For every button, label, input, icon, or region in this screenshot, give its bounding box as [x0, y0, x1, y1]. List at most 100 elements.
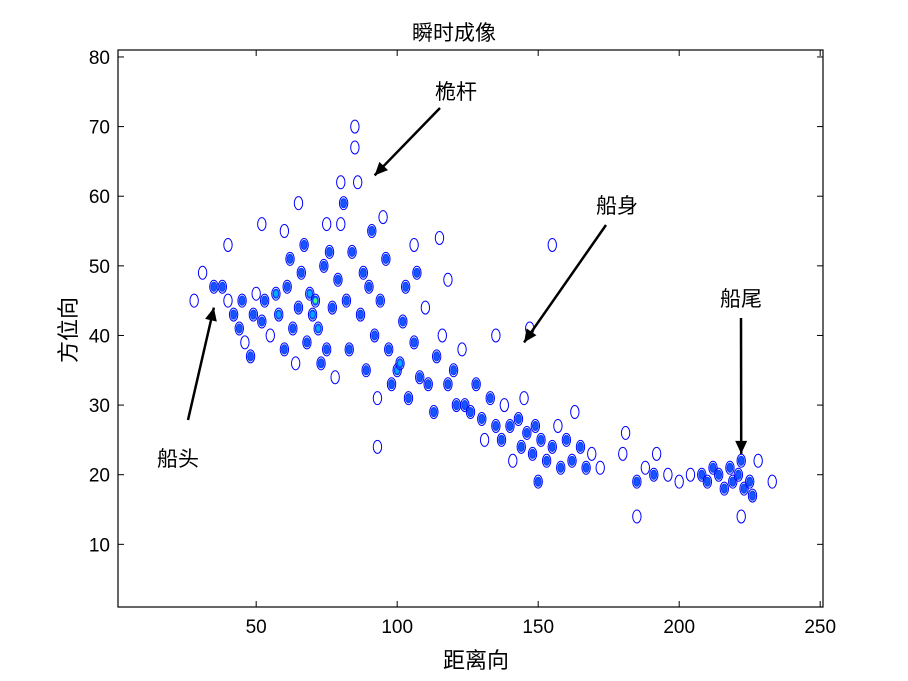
contour-level-1: [728, 474, 738, 489]
scatterer-contour: [443, 377, 453, 392]
contour-level-1: [344, 342, 354, 357]
scatterer-contour: [567, 453, 577, 468]
scatterer-contour: [491, 328, 501, 343]
scatterer-contour: [228, 307, 239, 322]
contour-level-1: [285, 251, 295, 266]
contour-level-1: [457, 342, 467, 357]
scatterer-contour: [316, 356, 326, 371]
contour-marks: [189, 119, 777, 524]
scatterer-contour: [547, 439, 557, 454]
contour-level-2: [472, 379, 480, 390]
scatterer-contour: [556, 460, 566, 475]
contour-level-1: [350, 119, 360, 134]
scatterer-contour: [620, 425, 631, 440]
contour-level-2: [376, 295, 384, 306]
contour-level-1: [516, 439, 526, 454]
contour-level-1: [341, 293, 352, 308]
scatterer-contour: [338, 196, 349, 211]
scatterer-contour: [533, 474, 543, 489]
contour-level-1: [321, 342, 332, 357]
scatterer-contour: [632, 509, 642, 524]
contour-level-1: [479, 432, 490, 447]
annotation-arrow-head: [735, 440, 748, 454]
contour-level-1: [316, 356, 326, 371]
scatterer-contour: [330, 370, 340, 385]
contour-level-2: [726, 462, 734, 473]
contour-level-1: [733, 467, 744, 482]
contour-level-2: [735, 469, 742, 480]
contour-level-1: [561, 432, 572, 447]
contour-level-1: [725, 460, 735, 475]
contour-level-2: [650, 469, 658, 480]
scatterer-contour: [443, 272, 453, 287]
scatterer-contour: [367, 224, 377, 239]
x-axis-label: 距离向: [443, 649, 509, 674]
contour-level-3: [316, 325, 321, 332]
scatterer-contour: [398, 314, 408, 329]
contour-level-2: [537, 434, 545, 445]
contour-level-1: [663, 467, 673, 482]
contour-level-1: [632, 509, 642, 524]
contour-level-1: [310, 293, 321, 308]
scatterer-contour: [536, 432, 546, 447]
contour-level-1: [547, 439, 557, 454]
scatterer-contour: [333, 272, 343, 287]
contour-level-3: [397, 360, 403, 367]
scatterer-contour: [324, 244, 335, 259]
contour-level-1: [257, 314, 267, 329]
contour-level-1: [767, 474, 777, 489]
x-tick-label: 150: [522, 617, 554, 638]
contour-level-2: [247, 351, 254, 362]
contour-level-1: [581, 460, 591, 475]
y-axis-label: 方位向: [57, 297, 82, 363]
contour-level-2: [416, 372, 424, 383]
scatterer-contour: [189, 293, 199, 308]
contour-level-2: [478, 413, 486, 425]
scatterer-contour: [674, 474, 684, 489]
scatterer-contour: [223, 293, 233, 308]
y-tick-label: 40: [89, 326, 110, 347]
contour-level-2: [238, 295, 246, 306]
contour-level-1: [499, 398, 510, 413]
scatterer-contour: [350, 140, 360, 155]
contour-level-1: [336, 175, 346, 190]
scatterer-contour: [375, 293, 385, 308]
contour-level-1: [364, 279, 374, 294]
contour-level-1: [697, 467, 707, 482]
contour-level-2: [399, 316, 407, 327]
contour-level-2: [230, 309, 238, 320]
contour-level-2: [746, 476, 754, 487]
contour-level-2: [582, 462, 590, 473]
scatterer-contour: [257, 217, 267, 232]
contour-level-2: [737, 455, 745, 466]
scatterer-contour: [234, 321, 244, 336]
annotation-arrow-shaft: [523, 224, 608, 344]
contour-level-2: [515, 413, 522, 425]
contour-level-2: [300, 239, 308, 251]
contour-level-1: [471, 377, 481, 392]
contour-level-1: [434, 230, 445, 245]
contour-level-2: [297, 267, 305, 278]
contour-level-1: [533, 474, 543, 489]
contour-level-2: [210, 281, 218, 292]
contour-level-1: [736, 453, 746, 468]
contour-level-2: [633, 476, 641, 487]
scatterer-contour: [736, 453, 746, 468]
contour-level-2: [568, 455, 576, 466]
scatterer-contour: [285, 251, 295, 266]
contour-level-1: [313, 321, 323, 336]
y-tick-label: 70: [89, 118, 110, 139]
contour-level-2: [283, 281, 291, 292]
contour-level-1: [477, 412, 487, 427]
scatterer-contour: [519, 391, 529, 406]
scatterer-contour: [570, 405, 580, 420]
scatterer-contour: [321, 342, 332, 357]
scatterer-contour: [372, 391, 383, 406]
scatterer-contour: [728, 474, 738, 489]
scatterer-contour: [747, 488, 758, 503]
scatterer-contour: [640, 460, 651, 475]
scatterer-contour: [479, 432, 490, 447]
contour-level-2: [328, 302, 336, 313]
contour-level-3: [273, 290, 279, 297]
contour-level-1: [369, 328, 380, 343]
